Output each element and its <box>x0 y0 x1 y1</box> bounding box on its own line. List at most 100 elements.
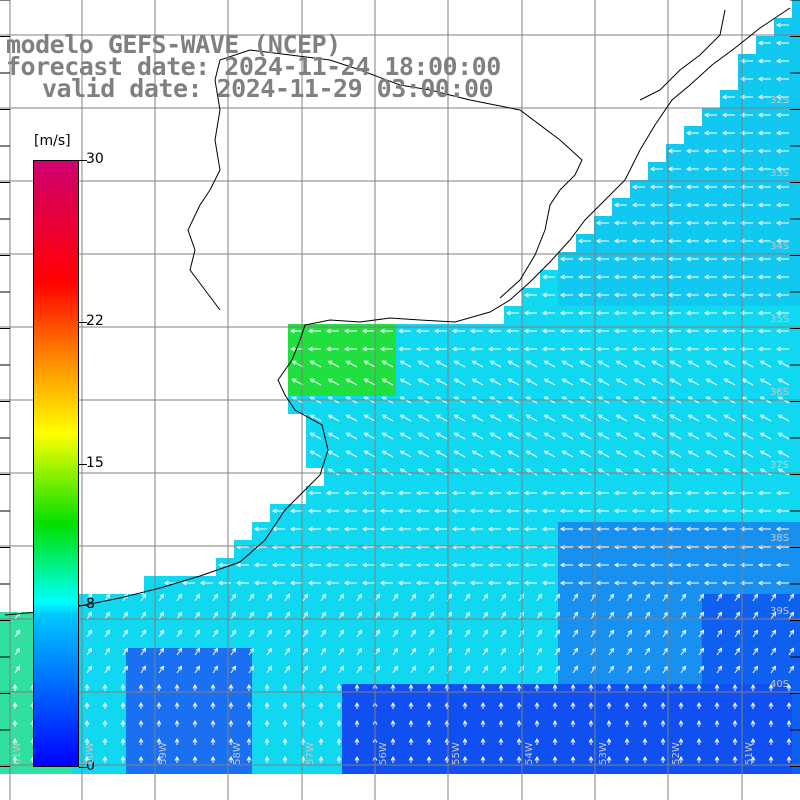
ocean-cell <box>792 270 800 288</box>
wind-arrow-head <box>498 719 504 725</box>
ocean-cell <box>468 450 486 468</box>
wind-arrow-head <box>649 508 655 514</box>
wind-arrow-head <box>498 683 504 689</box>
ocean-cell <box>180 594 198 612</box>
wind-arrow <box>706 360 718 368</box>
ocean-cell <box>540 504 558 522</box>
wind-arrow-head <box>285 629 291 635</box>
wind-arrow-head <box>699 593 705 599</box>
wind-arrow-head <box>379 526 385 532</box>
wind-arrow-head <box>339 647 345 653</box>
wind-arrow-head <box>757 580 763 586</box>
ocean-cell <box>792 0 800 18</box>
wind-arrow-head <box>84 755 90 761</box>
wind-arrow-head <box>739 274 745 280</box>
wind-arrow <box>230 594 236 602</box>
wind-arrow-head <box>615 450 621 455</box>
ocean-cell <box>720 306 738 324</box>
ocean-cell <box>558 306 576 324</box>
wind-arrow-head <box>357 593 363 599</box>
ocean-cell <box>702 126 720 144</box>
wind-arrow-head <box>343 490 349 496</box>
ocean-cell <box>666 504 684 522</box>
wind-arrow-head <box>123 665 129 671</box>
wind-arrow-head <box>375 665 381 671</box>
ocean-cell <box>648 198 666 216</box>
wind-arrow-head <box>327 468 333 473</box>
wind-arrow-head <box>156 683 162 689</box>
ocean-cell <box>270 558 288 576</box>
ocean-cell <box>540 468 558 486</box>
longitude-label: 51W <box>743 742 755 765</box>
ocean-cell <box>720 90 738 108</box>
wind-arrow-head <box>757 76 763 82</box>
wind-arrow <box>346 414 358 422</box>
wind-arrow-head <box>192 755 198 761</box>
wind-arrow-head <box>721 562 727 568</box>
wind-arrow <box>544 360 556 368</box>
wind-arrow-head <box>525 414 531 419</box>
wind-arrow-head <box>523 562 529 568</box>
wind-arrow-head <box>757 562 763 568</box>
wind-arrow-head <box>595 238 601 244</box>
wind-arrow-head <box>123 647 129 653</box>
wind-arrow-head <box>561 378 567 383</box>
wind-arrow-head <box>415 346 421 352</box>
ocean-cell <box>594 504 612 522</box>
wind-arrow-head <box>757 112 763 118</box>
wind-arrow <box>490 432 502 440</box>
wind-arrow <box>122 630 128 638</box>
wind-arrow-head <box>361 346 367 352</box>
wind-arrow <box>544 378 556 386</box>
wind-arrow <box>346 378 358 386</box>
wind-arrow-head <box>507 432 513 437</box>
ocean-cell <box>702 540 720 558</box>
wind-arrow-head <box>667 490 673 496</box>
wind-arrow-head <box>768 737 774 743</box>
ocean-cell <box>756 324 774 342</box>
wind-arrow <box>742 450 754 458</box>
wind-arrow-head <box>343 580 349 586</box>
wind-arrow-head <box>363 468 369 473</box>
ocean-cell <box>792 720 800 738</box>
wind-arrow-head <box>777 468 783 473</box>
wind-arrow-head <box>303 647 309 653</box>
ocean-cell <box>576 450 594 468</box>
wind-arrow <box>616 360 628 368</box>
ocean-cell <box>252 576 270 594</box>
wind-arrow-head <box>321 611 327 617</box>
ocean-cell <box>522 414 540 432</box>
wind-arrow-head <box>595 256 601 262</box>
wind-arrow-head <box>246 719 252 725</box>
wind-arrow <box>680 666 686 674</box>
wind-arrow-head <box>577 238 583 244</box>
wind-arrow-head <box>361 562 367 568</box>
ocean-cell <box>774 270 792 288</box>
ocean-cell <box>684 612 702 630</box>
wind-arrow-head <box>750 737 756 743</box>
wind-arrow-head <box>775 508 781 514</box>
ocean-cell <box>720 666 738 684</box>
wind-arrow-head <box>768 683 774 689</box>
ocean-cell <box>648 504 666 522</box>
wind-arrow-head <box>775 94 781 100</box>
ocean-cell <box>234 558 252 576</box>
wind-arrow <box>472 414 484 422</box>
wind-arrow <box>418 414 430 422</box>
wind-arrow <box>472 378 484 386</box>
wind-arrow <box>176 594 182 602</box>
wind-arrow-head <box>375 611 381 617</box>
wind-arrow-head <box>559 328 565 334</box>
wind-arrow <box>194 666 200 674</box>
ocean-cell <box>270 648 288 666</box>
wind-arrow <box>374 648 380 656</box>
wind-arrow-head <box>577 310 583 316</box>
ocean-cell <box>468 594 486 612</box>
wind-arrow <box>338 612 344 620</box>
wind-arrow-head <box>595 328 601 334</box>
wind-arrow <box>338 648 344 656</box>
wind-arrow-head <box>789 611 795 617</box>
wind-arrow-head <box>246 755 252 761</box>
ocean-cell <box>774 432 792 450</box>
wind-arrow <box>464 594 470 602</box>
